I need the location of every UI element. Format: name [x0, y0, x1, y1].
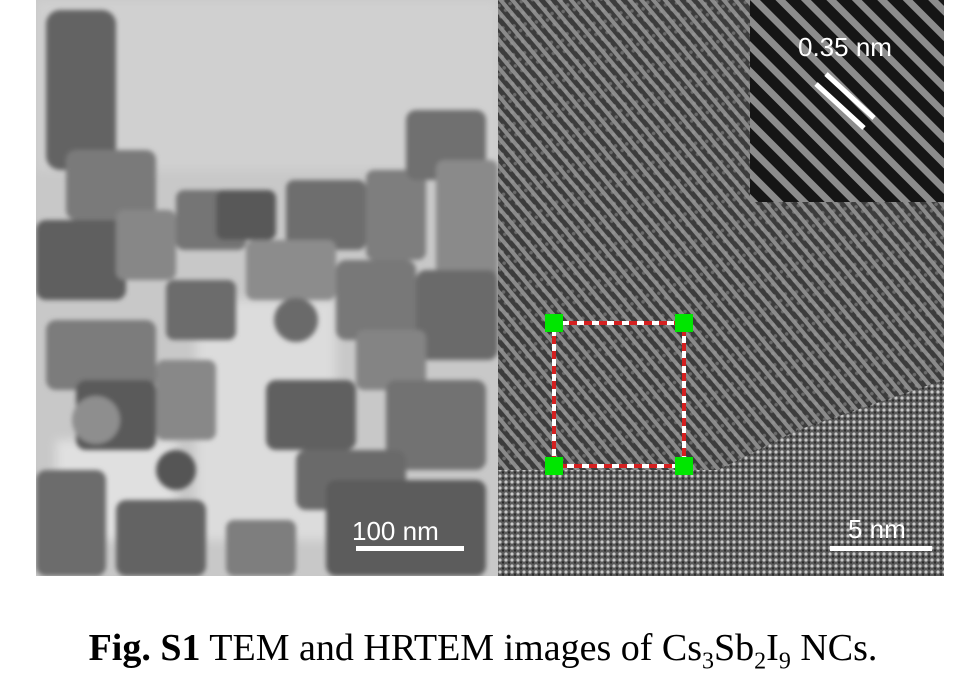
tem-nanocrystal-texture: [36, 0, 498, 576]
tem-scale-label: 100 nm: [352, 516, 439, 546]
hrtem-scale-label: 5 nm: [848, 514, 906, 544]
hrtem-scale-bar: [830, 546, 932, 551]
caption-formula-sub-9: 9: [778, 648, 791, 675]
caption-formula-sub-3: 3: [702, 648, 715, 675]
selection-handle-top-right: [675, 314, 693, 332]
selection-handle-top-left: [545, 314, 563, 332]
hrtem-image: 0.35 nm 5 nm: [498, 0, 944, 576]
figure-caption: Fig. S1 TEM and HRTEM images of Cs3Sb2I9…: [0, 626, 966, 676]
fft-inset: 0.35 nm: [750, 0, 944, 202]
caption-text: TEM and HRTEM images of: [200, 627, 662, 669]
selection-handle-bottom-left: [545, 457, 563, 475]
caption-suffix: NCs.: [790, 627, 878, 669]
tem-image: 100 nm: [36, 0, 498, 576]
tem-scale-bar: [356, 546, 464, 551]
caption-formula-cs: Cs: [661, 627, 703, 669]
caption-formula-i: I: [766, 627, 779, 669]
caption-figure-number: Fig. S1: [88, 627, 201, 669]
spacing-marker-line-1: [814, 82, 866, 130]
caption-formula-sub-2: 2: [754, 648, 767, 675]
lattice-spacing-label: 0.35 nm: [798, 32, 892, 62]
selection-box: [545, 314, 693, 475]
selection-box-outline: [552, 321, 686, 468]
inset-fringes: [750, 0, 944, 202]
selection-box-dashes: [552, 321, 686, 468]
spacing-marker-line-2: [824, 72, 876, 120]
caption-formula-sb: Sb: [714, 627, 755, 669]
selection-handle-bottom-right: [675, 457, 693, 475]
